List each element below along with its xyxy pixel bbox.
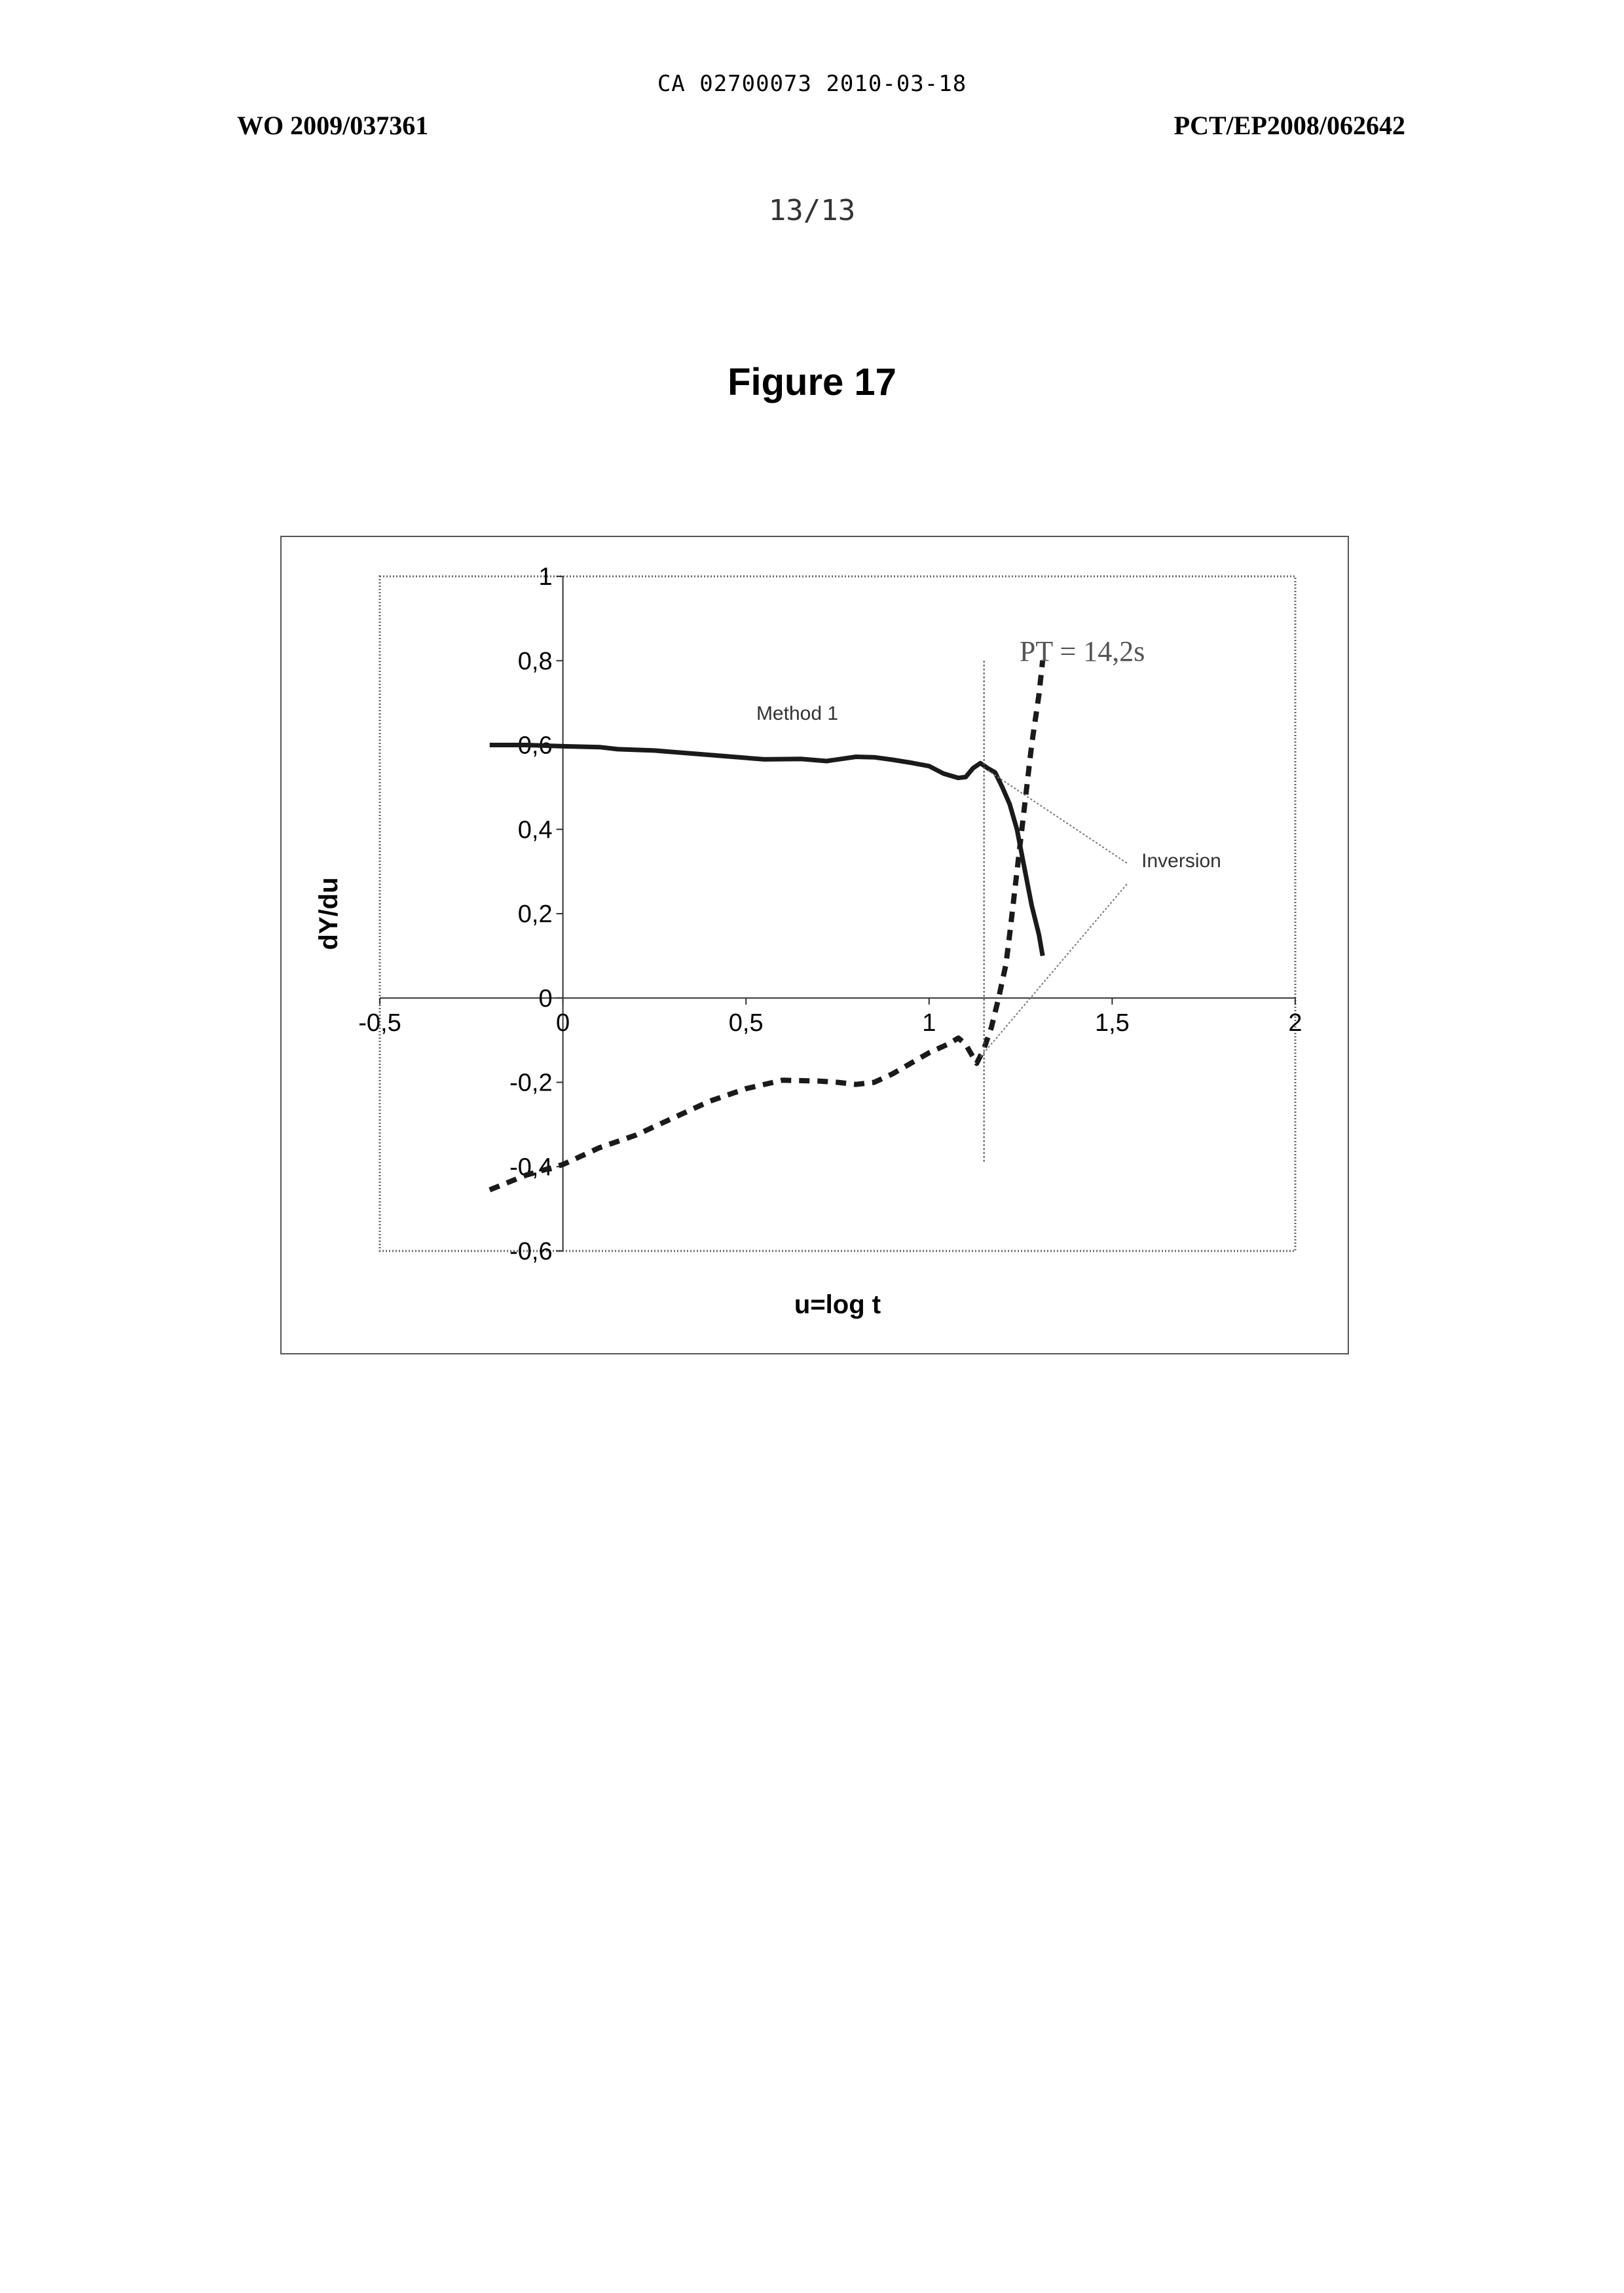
line-chart: -0,500,511,52 10,80,60,40,20-0,2-0,4-0,6…: [282, 537, 1350, 1356]
x-tick-label: 0: [556, 1009, 570, 1037]
x-tick-label: -0,5: [358, 1009, 401, 1037]
y-tick-label: 0,2: [518, 901, 553, 928]
y-tick-label: 0,4: [518, 816, 553, 844]
page-number: 13/13: [0, 194, 1624, 227]
method-1-label: Method 1: [756, 703, 838, 724]
inversion-label: Inversion: [1141, 850, 1221, 872]
figure-title: Figure 17: [0, 360, 1624, 404]
x-axis-title: u=log t: [794, 1290, 881, 1319]
pt-marker-label: PT = 14,2s: [1020, 635, 1145, 667]
document-id-line: CA 02700073 2010-03-18: [0, 71, 1624, 97]
y-axis-title: dY/du: [314, 877, 343, 950]
x-tick-label: 1,5: [1095, 1009, 1130, 1037]
y-tick-label: 0,8: [518, 648, 553, 675]
y-tick-label: -0,2: [509, 1070, 552, 1097]
y-tick-label: -0,6: [509, 1238, 552, 1265]
x-tick-label: 1: [922, 1009, 936, 1037]
pct-application-number: PCT/EP2008/062642: [1174, 110, 1405, 141]
wo-publication-number: WO 2009/037361: [237, 110, 428, 141]
x-tick-label: 2: [1288, 1009, 1302, 1037]
x-tick-label: 0,5: [729, 1009, 764, 1037]
y-tick-label: 1: [538, 563, 552, 591]
y-tick-label: 0: [538, 985, 552, 1013]
chart-frame: -0,500,511,52 10,80,60,40,20-0,2-0,4-0,6…: [280, 536, 1349, 1354]
plot-area: [380, 576, 1295, 1251]
